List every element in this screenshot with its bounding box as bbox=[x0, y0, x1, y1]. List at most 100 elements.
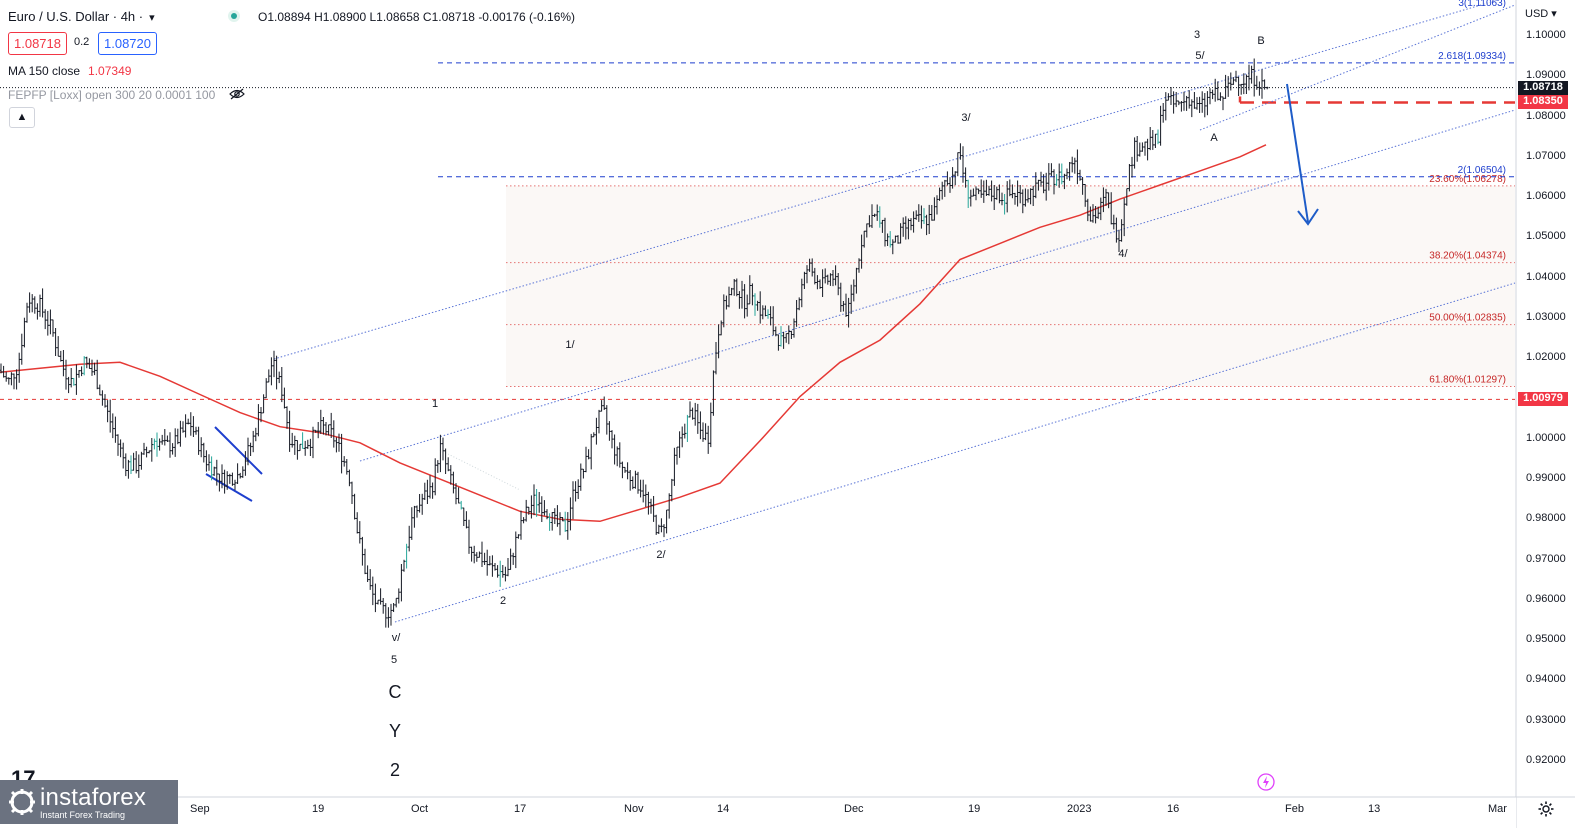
channel-line-2 bbox=[394, 282, 1516, 623]
ma-legend[interactable]: MA 150 close 1.07349 bbox=[8, 64, 131, 78]
instaforex-logo-icon bbox=[9, 789, 35, 815]
y-tick-label: 1.05000 bbox=[1526, 230, 1566, 243]
symbol-title-text: Euro / U.S. Dollar · 4h · bbox=[8, 9, 144, 24]
tag-price: 1.08718 bbox=[1523, 80, 1563, 93]
sell-price-button[interactable]: 1.08718 bbox=[8, 32, 67, 55]
ma-value: 1.07349 bbox=[88, 64, 132, 78]
x-tick-label: Nov bbox=[624, 803, 644, 815]
x-tick-label: Dec bbox=[844, 803, 864, 815]
eye-hidden-icon[interactable] bbox=[229, 88, 245, 100]
low-label: L bbox=[369, 10, 377, 24]
x-tick-label: 17 bbox=[514, 803, 527, 815]
brand-tagline: Instant Forex Trading bbox=[40, 810, 126, 820]
wave-label: 1/ bbox=[565, 339, 575, 351]
currency-selector[interactable]: USD ▾ bbox=[1525, 8, 1557, 20]
y-tick-label: 0.99000 bbox=[1526, 472, 1566, 485]
time-axis-bg bbox=[0, 797, 1516, 828]
x-tick-label: 16 bbox=[1167, 803, 1180, 815]
tag-price: 1.08350 bbox=[1523, 95, 1563, 108]
price-axis-bg bbox=[1516, 0, 1575, 828]
y-tick-label: 0.93000 bbox=[1526, 713, 1566, 726]
wave-label: B bbox=[1257, 35, 1264, 47]
y-tick-label: 1.09000 bbox=[1526, 69, 1566, 82]
low-value: 1.08658 bbox=[376, 10, 420, 24]
level-label-fib-2360: 23.60%(1.06278) bbox=[1429, 174, 1506, 185]
y-tick-label: 0.95000 bbox=[1526, 633, 1566, 646]
channel-line-3 bbox=[1199, 4, 1516, 131]
ma-150-line bbox=[0, 144, 1267, 523]
instaforex-brand: instaforex Instant Forex Trading bbox=[0, 780, 178, 824]
y-tick-label: 0.96000 bbox=[1526, 592, 1566, 605]
forecast-arrow-line bbox=[1286, 83, 1309, 223]
brand-name: instaforex bbox=[40, 784, 147, 811]
close-value: 1.08718 bbox=[431, 10, 475, 24]
y-tick-label: 0.92000 bbox=[1526, 754, 1566, 766]
x-tick-label: 13 bbox=[1368, 803, 1381, 815]
change-value: -0.00176 (-0.16%) bbox=[478, 10, 576, 24]
currency-label: USD bbox=[1525, 8, 1549, 20]
x-tick-label: 19 bbox=[968, 803, 981, 815]
level-label-fib-6180: 61.80%(1.01297) bbox=[1429, 375, 1506, 386]
wave-label: v/ bbox=[392, 632, 402, 644]
level-label-fib-5000: 50.00%(1.02835) bbox=[1429, 313, 1506, 324]
y-tick-label: 0.98000 bbox=[1526, 512, 1566, 525]
close-label: C bbox=[422, 10, 432, 24]
wave-degree-label: 2 bbox=[390, 760, 400, 780]
wave-label: 5 bbox=[391, 654, 397, 666]
y-tick-label: 1.02000 bbox=[1526, 351, 1566, 364]
x-tick-label: Oct bbox=[411, 803, 429, 815]
wave-label: 3/ bbox=[961, 112, 971, 124]
tag-price: 1.00979 bbox=[1523, 392, 1563, 405]
indicator-label: FEPFP [Loxx] open 300 20 0.0001 100 bbox=[8, 88, 216, 102]
x-tick-label: 19 bbox=[312, 803, 325, 815]
spread-value: 0.2 bbox=[74, 36, 90, 48]
indicator-legend[interactable]: FEPFP [Loxx] open 300 20 0.0001 100 bbox=[8, 88, 215, 102]
buy-price-button[interactable]: 1.08720 bbox=[98, 32, 157, 55]
lightning-icon[interactable] bbox=[1257, 773, 1275, 791]
x-tick-label: Sep bbox=[190, 803, 210, 815]
collapse-legend-button[interactable]: ▲ bbox=[9, 107, 35, 128]
level-label-fib-3820: 38.20%(1.04374) bbox=[1429, 251, 1506, 262]
channel-line-1 bbox=[359, 109, 1516, 462]
wave-degree-label: C bbox=[389, 682, 402, 702]
level-label-fib-3000: 3(1.11063) bbox=[1458, 0, 1506, 9]
symbol-title[interactable]: Euro / U.S. Dollar · 4h · ▾ bbox=[8, 9, 155, 24]
y-tick-label: 1.03000 bbox=[1526, 310, 1566, 323]
high-label: H bbox=[314, 10, 323, 24]
support-tag: 1.00979 bbox=[1518, 392, 1568, 407]
y-tick-label: 1.04000 bbox=[1526, 270, 1566, 283]
ma-label: MA 150 close bbox=[8, 64, 81, 78]
y-tick-label: 0.94000 bbox=[1526, 673, 1566, 686]
x-tick-label: Mar bbox=[1488, 803, 1507, 815]
y-tick-label: 1.08000 bbox=[1526, 109, 1566, 122]
wave-label: 1 bbox=[432, 398, 438, 410]
y-tick-label: 1.07000 bbox=[1526, 149, 1566, 162]
y-tick-label: 1.06000 bbox=[1526, 190, 1566, 203]
open-label: O bbox=[258, 10, 268, 24]
wave-label: 5/ bbox=[1195, 50, 1205, 62]
gear-icon[interactable] bbox=[1538, 801, 1554, 817]
wave-label: 2/ bbox=[656, 549, 666, 561]
wave-label: 3 bbox=[1194, 29, 1200, 41]
y-tick-label: 1.00000 bbox=[1526, 431, 1566, 444]
x-tick-label: Feb bbox=[1285, 803, 1304, 815]
wave-label: 4/ bbox=[1118, 248, 1128, 260]
wave-label: 2 bbox=[500, 595, 506, 607]
ohlc-readout: O1.08894 H1.08900 L1.08658 C1.08718 -0.0… bbox=[258, 10, 575, 24]
market-status-icon bbox=[228, 10, 240, 22]
flag-line-upper bbox=[214, 426, 263, 475]
open-value: 1.08894 bbox=[267, 10, 311, 24]
x-tick-label: 14 bbox=[717, 803, 730, 815]
fib-zone bbox=[506, 185, 1515, 387]
forecast-arrow-head bbox=[1297, 208, 1319, 226]
level-label-fib-2000: 2(1.06504) bbox=[1458, 165, 1506, 176]
flag-line-lower bbox=[205, 473, 253, 502]
y-tick-label: 0.97000 bbox=[1526, 552, 1566, 565]
stop-tag: 1.08350 bbox=[1518, 95, 1568, 110]
x-tick-label: 2023 bbox=[1067, 803, 1092, 815]
level-label-fib-2618: 2.618(1.09334) bbox=[1438, 51, 1506, 62]
y-tick-label: 1.10000 bbox=[1526, 29, 1566, 41]
chevron-down-icon[interactable]: ▾ bbox=[149, 12, 155, 24]
wave-degree-label: Y bbox=[389, 721, 401, 741]
